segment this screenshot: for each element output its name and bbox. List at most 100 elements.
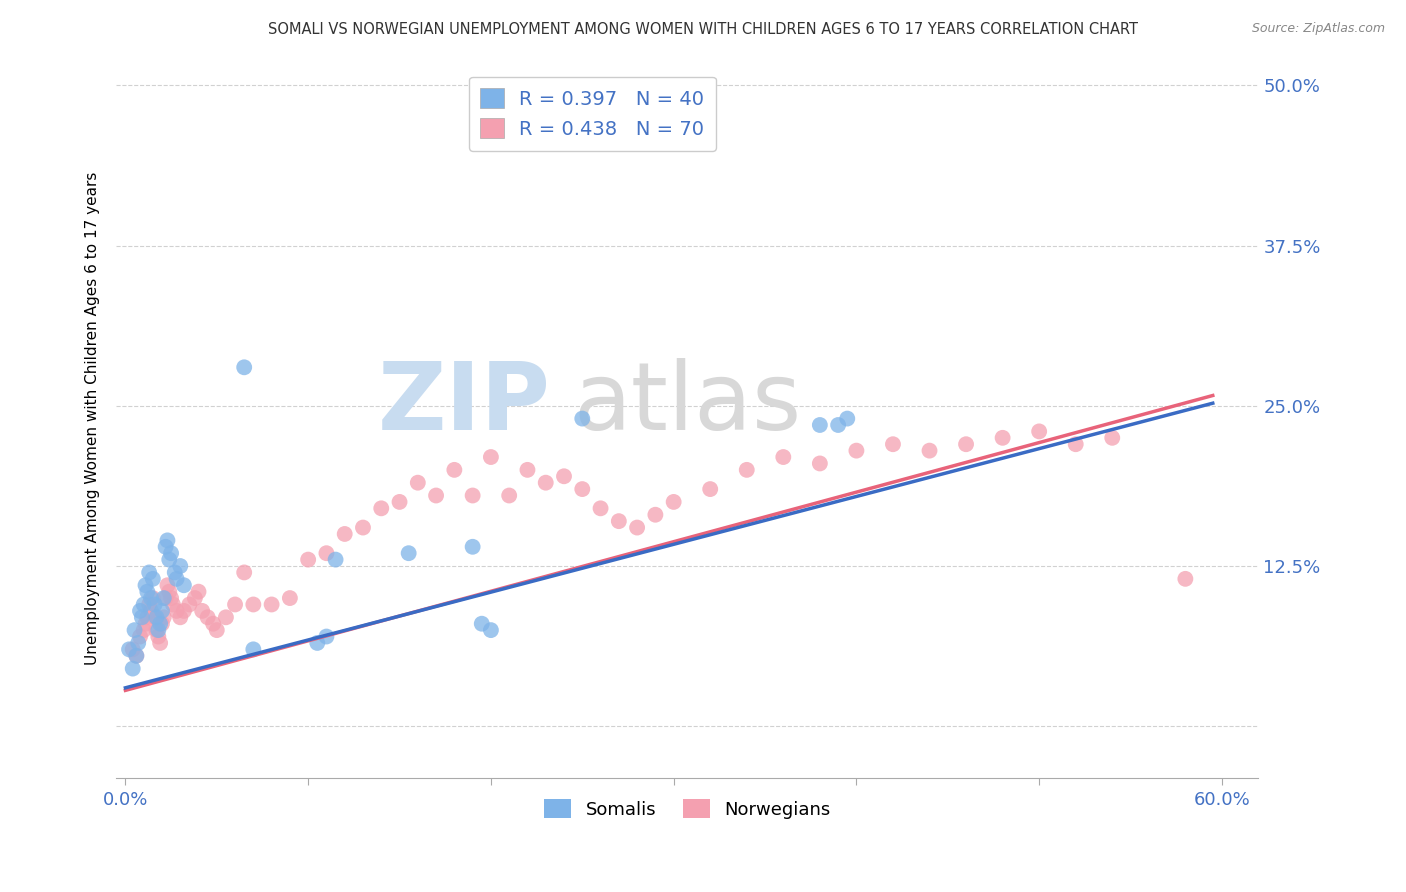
Point — [179, 598, 201, 612]
Point — [772, 450, 794, 464]
Point — [626, 520, 648, 534]
Point — [662, 495, 685, 509]
Point — [955, 437, 977, 451]
Point — [121, 662, 143, 676]
Point — [129, 630, 152, 644]
Point — [149, 616, 172, 631]
Point — [142, 591, 165, 605]
Point — [134, 578, 156, 592]
Point — [152, 610, 174, 624]
Point — [160, 591, 183, 605]
Point — [129, 604, 152, 618]
Point — [1174, 572, 1197, 586]
Point — [149, 636, 172, 650]
Point — [197, 610, 219, 624]
Point — [173, 578, 195, 592]
Text: SOMALI VS NORWEGIAN UNEMPLOYMENT AMONG WOMEN WITH CHILDREN AGES 6 TO 17 YEARS CO: SOMALI VS NORWEGIAN UNEMPLOYMENT AMONG W… — [269, 22, 1137, 37]
Point — [173, 604, 195, 618]
Point — [406, 475, 429, 490]
Point — [162, 598, 184, 612]
Point — [315, 630, 337, 644]
Point — [134, 616, 156, 631]
Point — [155, 591, 177, 605]
Point — [589, 501, 612, 516]
Point — [991, 431, 1014, 445]
Point — [138, 598, 160, 612]
Text: ZIP: ZIP — [377, 359, 550, 450]
Point — [150, 616, 173, 631]
Point — [132, 598, 155, 612]
Point — [1101, 431, 1123, 445]
Point — [845, 443, 868, 458]
Point — [145, 623, 167, 637]
Point — [205, 623, 228, 637]
Point — [534, 475, 557, 490]
Point — [132, 623, 155, 637]
Point — [443, 463, 465, 477]
Point — [118, 642, 141, 657]
Point — [370, 501, 392, 516]
Point — [699, 482, 721, 496]
Point — [827, 417, 849, 432]
Point — [461, 488, 484, 502]
Point — [169, 610, 191, 624]
Point — [148, 630, 170, 644]
Point — [479, 623, 502, 637]
Point — [125, 648, 148, 663]
Point — [124, 623, 146, 637]
Point — [143, 610, 166, 624]
Point — [155, 540, 177, 554]
Point — [142, 572, 165, 586]
Point — [307, 636, 329, 650]
Point — [187, 584, 209, 599]
Point — [121, 642, 143, 657]
Point — [136, 584, 159, 599]
Point — [191, 604, 214, 618]
Point — [143, 598, 166, 612]
Point — [808, 457, 831, 471]
Point — [233, 360, 256, 375]
Point — [242, 598, 264, 612]
Point — [156, 578, 179, 592]
Point — [425, 488, 447, 502]
Point — [184, 591, 207, 605]
Point — [644, 508, 666, 522]
Point — [388, 495, 411, 509]
Point — [479, 450, 502, 464]
Point — [127, 636, 149, 650]
Point — [278, 591, 301, 605]
Point — [150, 604, 173, 618]
Point — [242, 642, 264, 657]
Point — [224, 598, 246, 612]
Point — [125, 648, 148, 663]
Text: Source: ZipAtlas.com: Source: ZipAtlas.com — [1251, 22, 1385, 36]
Text: atlas: atlas — [574, 359, 801, 450]
Point — [156, 533, 179, 548]
Point — [498, 488, 520, 502]
Point — [571, 411, 593, 425]
Point — [918, 443, 941, 458]
Point — [215, 610, 238, 624]
Point — [352, 520, 374, 534]
Point — [157, 552, 180, 566]
Point — [138, 566, 160, 580]
Point — [553, 469, 575, 483]
Point — [166, 604, 188, 618]
Point — [471, 616, 494, 631]
Point — [202, 616, 225, 631]
Legend: Somalis, Norwegians: Somalis, Norwegians — [537, 792, 838, 826]
Point — [735, 463, 758, 477]
Point — [145, 610, 167, 624]
Point — [139, 591, 162, 605]
Point — [136, 610, 159, 624]
Point — [157, 584, 180, 599]
Point — [607, 514, 630, 528]
Point — [297, 552, 319, 566]
Point — [882, 437, 904, 451]
Point — [233, 566, 256, 580]
Point — [260, 598, 283, 612]
Point — [837, 411, 859, 425]
Point — [333, 527, 356, 541]
Point — [398, 546, 420, 560]
Point — [139, 604, 162, 618]
